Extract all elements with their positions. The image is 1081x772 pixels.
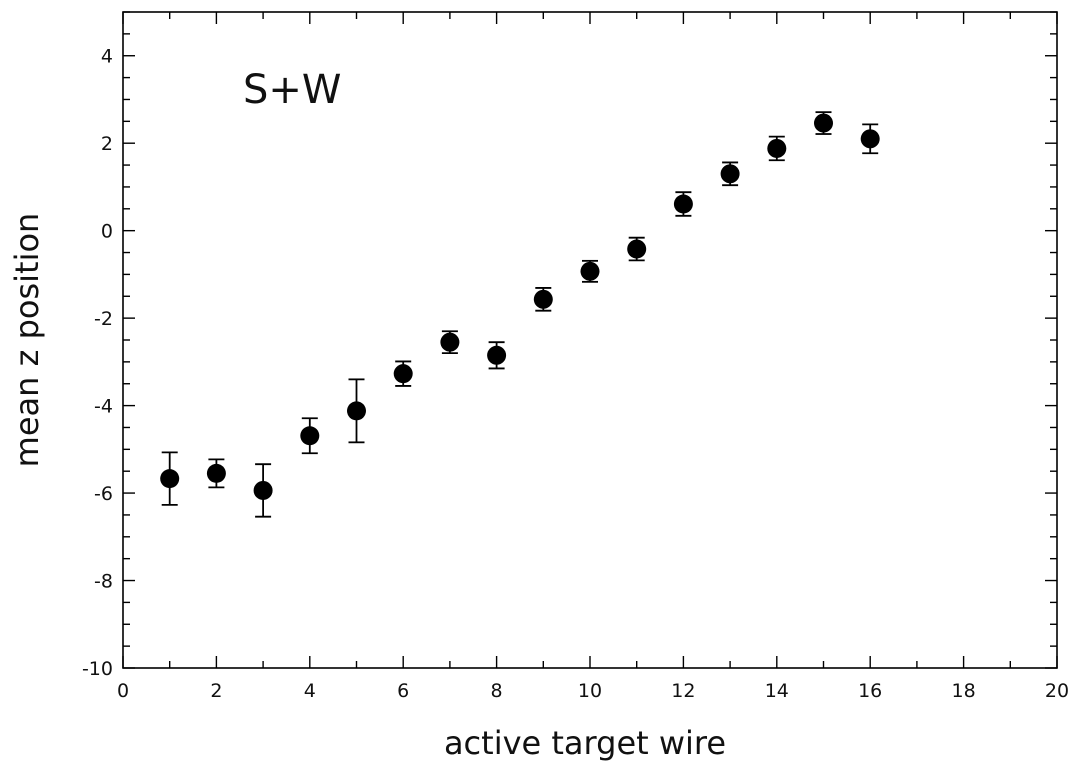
data-points <box>160 111 880 518</box>
x-tick-label: 14 <box>765 680 789 702</box>
y-tick-label: -2 <box>94 308 113 330</box>
x-axis-title: active target wire <box>444 724 726 762</box>
x-tick-labels: 0 2 4 6 8 10 12 14 16 18 20 <box>117 680 1069 702</box>
x-tick-label: 8 <box>491 680 503 702</box>
data-marker <box>160 469 180 489</box>
data-marker <box>487 345 507 365</box>
y-tick-label: -10 <box>82 658 113 680</box>
data-marker <box>767 138 787 158</box>
x-tick-label: 10 <box>578 680 602 702</box>
data-marker <box>440 332 460 352</box>
x-tick-label: 18 <box>952 680 976 702</box>
x-tick-label: 2 <box>210 680 222 702</box>
x-tick-label: 0 <box>117 680 129 702</box>
chart-annotation: S+W <box>243 67 341 113</box>
x-tick-label: 20 <box>1045 680 1069 702</box>
data-marker <box>300 426 320 446</box>
data-marker <box>347 401 366 421</box>
y-tick-label: -4 <box>94 396 113 418</box>
y-tick-label: 4 <box>101 46 113 68</box>
data-point <box>347 378 366 444</box>
data-marker <box>627 239 647 259</box>
data-point <box>393 360 413 387</box>
y-tick-label: 0 <box>101 221 113 243</box>
data-point <box>860 123 880 155</box>
x-tick-label: 16 <box>858 680 882 702</box>
data-point <box>673 191 693 217</box>
data-point <box>440 330 460 355</box>
y-tick-label: -6 <box>94 483 113 505</box>
data-point <box>580 259 600 283</box>
data-point <box>533 287 553 312</box>
data-point <box>253 463 273 518</box>
data-marker <box>206 463 226 483</box>
data-point <box>487 341 507 370</box>
data-point <box>627 236 647 262</box>
x-tick-label: 6 <box>397 680 409 702</box>
data-marker <box>673 194 693 214</box>
axis-ticks <box>122 11 1058 669</box>
data-point <box>300 417 320 455</box>
data-marker <box>580 261 600 281</box>
data-point <box>720 161 740 187</box>
data-marker <box>393 364 413 384</box>
data-point <box>160 451 180 506</box>
y-tick-label: -8 <box>94 571 113 593</box>
x-tick-label: 12 <box>671 680 695 702</box>
data-marker <box>720 164 740 184</box>
y-tick-labels: -10 -8 -6 -4 -2 0 2 4 <box>82 46 113 680</box>
data-marker <box>860 129 880 149</box>
data-marker <box>253 480 273 500</box>
data-marker <box>814 113 833 133</box>
data-point <box>814 111 833 135</box>
y-axis-title: mean z position <box>8 213 46 468</box>
x-tick-label: 4 <box>304 680 316 702</box>
data-point <box>206 458 226 489</box>
data-marker <box>533 289 553 309</box>
data-point <box>767 135 787 162</box>
y-tick-label: 2 <box>101 133 113 155</box>
